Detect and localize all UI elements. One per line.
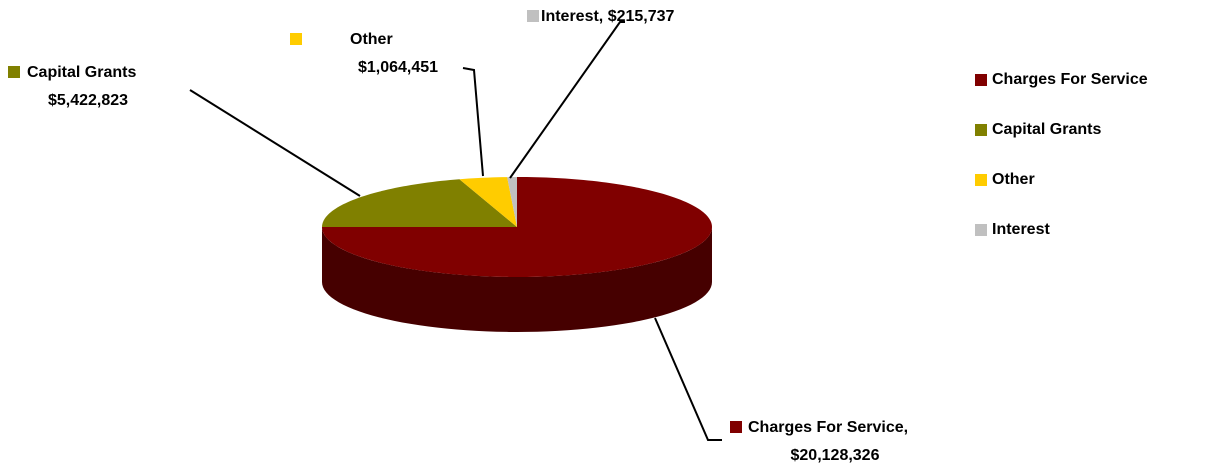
label-swatch	[290, 33, 302, 45]
data-label: Interest, $215,737	[541, 8, 675, 25]
data-label: Charges For Service,	[748, 419, 908, 436]
data-label: $1,064,451	[358, 59, 438, 76]
legend-label: Interest	[992, 221, 1050, 238]
slice	[459, 177, 517, 227]
slice	[507, 177, 517, 227]
label-swatch	[730, 421, 742, 433]
legend-swatch	[975, 124, 987, 136]
legend-label: Capital Grants	[992, 121, 1101, 138]
legend-swatch	[975, 74, 987, 86]
slice	[322, 177, 712, 277]
label-swatch	[527, 10, 539, 22]
leader-line	[654, 317, 722, 441]
legend-swatch	[975, 224, 987, 236]
legend-swatch	[975, 174, 987, 186]
data-label: Other	[350, 31, 393, 48]
label-swatch	[8, 66, 20, 78]
data-label: $5,422,823	[48, 92, 128, 109]
slice	[322, 179, 517, 227]
slice-side	[322, 227, 712, 332]
legend-label: Charges For Service	[992, 71, 1148, 88]
data-label: Capital Grants	[27, 64, 136, 81]
data-label: $20,128,326	[791, 447, 880, 464]
leader-line	[189, 89, 361, 197]
leader-line	[462, 67, 484, 177]
legend-label: Other	[992, 171, 1035, 188]
leader-line	[509, 21, 625, 179]
